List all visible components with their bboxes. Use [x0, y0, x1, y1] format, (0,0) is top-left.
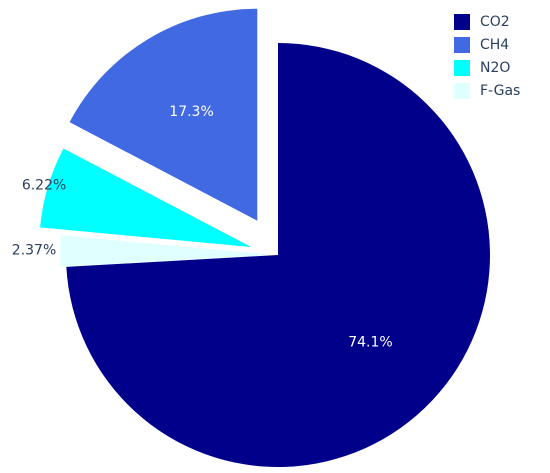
data-label: 6.22% [22, 178, 66, 194]
legend-swatch[interactable] [454, 60, 470, 76]
legend-label[interactable]: N2O [480, 60, 510, 76]
data-label: 74.1% [348, 334, 392, 350]
pie-slice [66, 43, 490, 468]
pie-slice [69, 8, 258, 221]
legend-label[interactable]: CO2 [480, 14, 510, 30]
pie-slice [40, 148, 252, 248]
legend-swatch[interactable] [454, 37, 470, 53]
data-label: 17.3% [169, 104, 213, 120]
legend-swatch[interactable] [454, 83, 470, 99]
data-label: 2.37% [12, 243, 56, 259]
legend-label[interactable]: F-Gas [480, 83, 520, 99]
pie-slice [60, 235, 273, 267]
legend-swatch[interactable] [454, 14, 470, 30]
legend-label[interactable]: CH4 [480, 37, 509, 53]
